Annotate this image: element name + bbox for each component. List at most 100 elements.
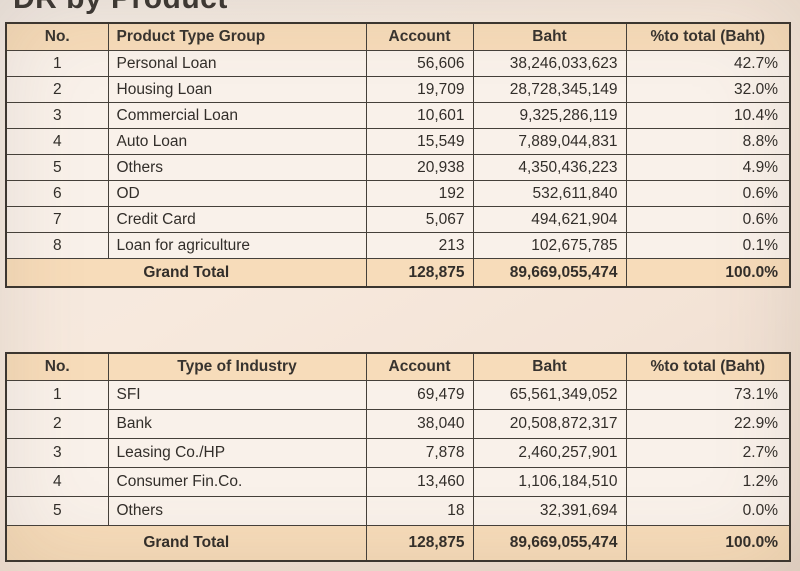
cell-name: Housing Loan <box>107 76 367 103</box>
cell-no: 3 <box>5 438 109 468</box>
cell-pct: 0.0% <box>625 496 791 526</box>
cell-pct: 22.9% <box>625 409 791 439</box>
cell-name: Loan for agriculture <box>107 232 367 259</box>
cell-account: 56,606 <box>365 50 474 77</box>
table-row: 1 SFI 69,479 65,561,349,052 73.1% <box>5 380 791 410</box>
cell-baht: 65,561,349,052 <box>472 380 627 410</box>
cell-account: 20,938 <box>365 154 474 181</box>
cell-name: SFI <box>107 380 367 410</box>
cell-pct: 10.4% <box>625 102 791 129</box>
cell-pct: 0.6% <box>625 206 791 233</box>
col-header-pct: %to total (Baht) <box>625 352 791 381</box>
cell-no: 2 <box>5 76 109 103</box>
cell-name: Personal Loan <box>107 50 367 77</box>
table-row: 7 Credit Card 5,067 494,621,904 0.6% <box>5 206 791 233</box>
col-header-no: No. <box>5 22 109 51</box>
cell-no: 4 <box>5 128 109 155</box>
cell-account: 13,460 <box>365 467 474 497</box>
cell-name: Others <box>107 496 367 526</box>
grand-total-baht: 89,669,055,474 <box>472 525 627 562</box>
col-header-name: Type of Industry <box>107 352 367 381</box>
table-row: 8 Loan for agriculture 213 102,675,785 0… <box>5 232 791 259</box>
cell-baht: 32,391,694 <box>472 496 627 526</box>
col-header-account: Account <box>365 22 474 51</box>
table-row: 1 Personal Loan 56,606 38,246,033,623 42… <box>5 50 791 77</box>
cell-account: 15,549 <box>365 128 474 155</box>
cell-pct: 0.1% <box>625 232 791 259</box>
cell-no: 4 <box>5 467 109 497</box>
table-row: 4 Consumer Fin.Co. 13,460 1,106,184,510 … <box>5 467 791 497</box>
cell-baht: 7,889,044,831 <box>472 128 627 155</box>
cell-account: 19,709 <box>365 76 474 103</box>
col-header-no: No. <box>5 352 109 381</box>
table-row: 4 Auto Loan 15,549 7,889,044,831 8.8% <box>5 128 791 155</box>
table-row: 3 Commercial Loan 10,601 9,325,286,119 1… <box>5 102 791 129</box>
grand-total-label: Grand Total <box>5 258 367 288</box>
table-row: 5 Others 18 32,391,694 0.0% <box>5 496 791 526</box>
cell-name: Commercial Loan <box>107 102 367 129</box>
grand-total-label: Grand Total <box>5 525 367 562</box>
col-header-account: Account <box>365 352 474 381</box>
cell-name: Auto Loan <box>107 128 367 155</box>
cell-no: 7 <box>5 206 109 233</box>
grand-total-baht: 89,669,055,474 <box>472 258 627 288</box>
cell-baht: 4,350,436,223 <box>472 154 627 181</box>
cell-baht: 20,508,872,317 <box>472 409 627 439</box>
table-by-product: No. Product Type Group Account Baht %to … <box>5 22 791 288</box>
cell-account: 213 <box>365 232 474 259</box>
grand-total-row: Grand Total 128,875 89,669,055,474 100.0… <box>5 258 791 288</box>
grand-total-account: 128,875 <box>365 525 474 562</box>
col-header-baht: Baht <box>472 352 627 381</box>
cell-name: Consumer Fin.Co. <box>107 467 367 497</box>
cell-account: 69,479 <box>365 380 474 410</box>
table-by-industry: No. Type of Industry Account Baht %to to… <box>5 352 791 562</box>
col-header-name: Product Type Group <box>107 22 367 51</box>
cell-pct: 8.8% <box>625 128 791 155</box>
cell-baht: 494,621,904 <box>472 206 627 233</box>
table-header-row: No. Product Type Group Account Baht %to … <box>5 22 791 51</box>
cell-no: 5 <box>5 496 109 526</box>
cell-name: Credit Card <box>107 206 367 233</box>
table-row: 3 Leasing Co./HP 7,878 2,460,257,901 2.7… <box>5 438 791 468</box>
cell-pct: 2.7% <box>625 438 791 468</box>
cell-baht: 38,246,033,623 <box>472 50 627 77</box>
cell-pct: 32.0% <box>625 76 791 103</box>
grand-total-pct: 100.0% <box>625 258 791 288</box>
cell-no: 1 <box>5 380 109 410</box>
cell-no: 3 <box>5 102 109 129</box>
cell-no: 6 <box>5 180 109 207</box>
cell-name: Bank <box>107 409 367 439</box>
grand-total-row: Grand Total 128,875 89,669,055,474 100.0… <box>5 525 791 562</box>
cell-pct: 4.9% <box>625 154 791 181</box>
cell-account: 10,601 <box>365 102 474 129</box>
cell-name: OD <box>107 180 367 207</box>
cell-pct: 0.6% <box>625 180 791 207</box>
cell-pct: 1.2% <box>625 467 791 497</box>
cell-account: 18 <box>365 496 474 526</box>
cell-account: 7,878 <box>365 438 474 468</box>
cell-name: Leasing Co./HP <box>107 438 367 468</box>
cell-name: Others <box>107 154 367 181</box>
table-row: 2 Bank 38,040 20,508,872,317 22.9% <box>5 409 791 439</box>
table-row: 2 Housing Loan 19,709 28,728,345,149 32.… <box>5 76 791 103</box>
cell-baht: 102,675,785 <box>472 232 627 259</box>
col-header-pct: %to total (Baht) <box>625 22 791 51</box>
cell-no: 1 <box>5 50 109 77</box>
cell-account: 5,067 <box>365 206 474 233</box>
cell-baht: 2,460,257,901 <box>472 438 627 468</box>
col-header-baht: Baht <box>472 22 627 51</box>
cell-pct: 42.7% <box>625 50 791 77</box>
cell-account: 192 <box>365 180 474 207</box>
cell-pct: 73.1% <box>625 380 791 410</box>
cell-account: 38,040 <box>365 409 474 439</box>
cell-no: 2 <box>5 409 109 439</box>
grand-total-account: 128,875 <box>365 258 474 288</box>
cell-baht: 1,106,184,510 <box>472 467 627 497</box>
cell-no: 5 <box>5 154 109 181</box>
grand-total-pct: 100.0% <box>625 525 791 562</box>
cell-baht: 532,611,840 <box>472 180 627 207</box>
table-row: 6 OD 192 532,611,840 0.6% <box>5 180 791 207</box>
page-title: DR by Product <box>13 0 228 14</box>
cell-no: 8 <box>5 232 109 259</box>
